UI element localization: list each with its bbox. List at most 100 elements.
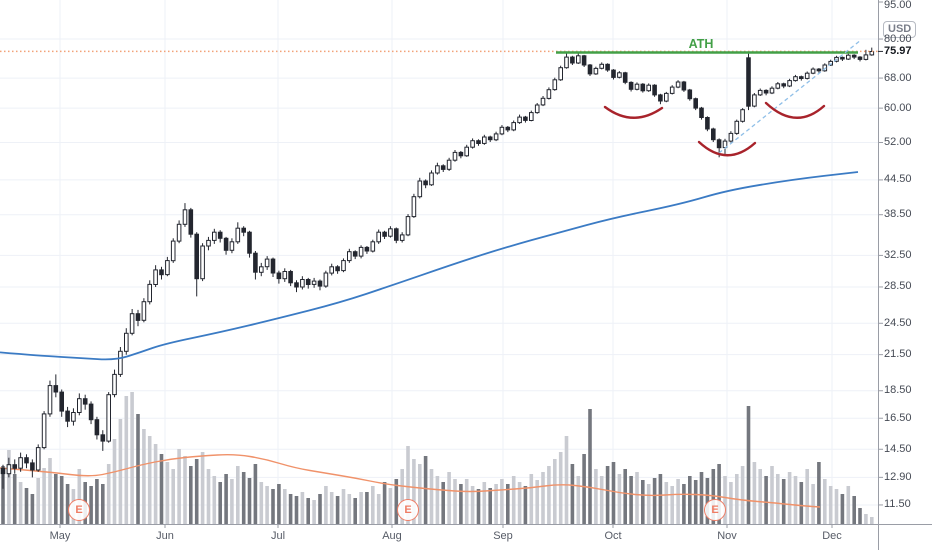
candle-body (863, 54, 869, 60)
price-tick-label: 60.00 (884, 101, 912, 114)
candle-body (423, 180, 428, 186)
candle-body (576, 55, 581, 64)
volume-bar (153, 444, 158, 524)
candle-body (235, 227, 241, 243)
candle-body (352, 251, 358, 257)
volume-bar (611, 462, 616, 524)
candle-body (851, 54, 857, 58)
volume-bar (236, 466, 240, 524)
candle-body (828, 60, 834, 66)
candle-body (335, 266, 340, 272)
volume-bar (488, 488, 492, 524)
volume-bar (511, 476, 516, 524)
volume-bar (658, 474, 663, 524)
candle-body (300, 279, 305, 288)
price-tick-label: 24.50 (884, 316, 912, 329)
volume-bar (582, 454, 586, 524)
volume-bar (277, 484, 281, 524)
candle-body (435, 165, 440, 174)
volume-bar (54, 474, 58, 524)
price-tick-label: 16.50 (884, 411, 912, 424)
candle-body (458, 151, 464, 157)
volume-bar (705, 478, 710, 524)
candle-body (182, 209, 188, 225)
candle-body (540, 97, 546, 106)
price-tick-label: 68.00 (884, 71, 912, 84)
candle-body (769, 87, 775, 94)
volume-bar (200, 452, 205, 524)
volume-bar (418, 464, 422, 524)
candle-body (523, 116, 528, 121)
candle-body (646, 84, 652, 92)
volume-bar (793, 476, 798, 524)
volume-bar (805, 469, 809, 524)
volume-bar (688, 476, 692, 524)
candle-body (394, 228, 399, 241)
candle-body (370, 241, 376, 252)
candle-body (622, 72, 628, 83)
price-tick-label: 11.50 (884, 498, 911, 511)
candle-body (176, 223, 182, 242)
candle-body (282, 271, 288, 280)
volume-bar (382, 482, 387, 524)
volume-bar (30, 494, 35, 524)
volume-bar (142, 429, 146, 524)
candle-body (129, 313, 135, 334)
candle-body (869, 51, 875, 56)
candle-body (71, 412, 76, 422)
price-tick-label: 38.50 (884, 208, 912, 221)
volume-bar (476, 489, 481, 524)
candle-body (388, 228, 393, 237)
volume-bar (858, 508, 862, 524)
candle-body (88, 403, 94, 421)
volume-bar (670, 486, 674, 524)
volume-bar (371, 486, 375, 524)
candle-body (675, 81, 681, 88)
volume-bar (817, 462, 821, 524)
volume-bar (388, 488, 393, 524)
candle-body (212, 231, 217, 241)
price-tick-label: 28.50 (884, 280, 912, 293)
candle-body (534, 104, 540, 114)
price-axis[interactable]: USD 75.97 95.00 80.00 68.00 60.00 52.00 44.50… (878, 0, 932, 550)
candle-body (664, 92, 669, 102)
volume-bar (506, 484, 510, 524)
volume-bar (623, 469, 627, 524)
volume-bar (189, 466, 193, 524)
time-axis[interactable]: May Jun Jul Aug Sep Oct Nov Dec (0, 524, 878, 550)
candle-body (822, 64, 828, 72)
last-price-label: 75.97 (884, 44, 912, 57)
candle-body (611, 69, 616, 78)
month-label-nov: Nov (717, 530, 737, 542)
volume-bar (676, 479, 680, 524)
candle-body (816, 68, 822, 72)
candle-body (593, 67, 599, 75)
volume-bar (406, 446, 410, 524)
candle-body (59, 391, 65, 412)
volume-bar (494, 484, 498, 524)
volume-bar (130, 392, 134, 524)
price-tick-label: 95.00 (884, 0, 912, 11)
candle-body (470, 140, 475, 148)
volume-bar (605, 466, 610, 524)
candle-body (564, 56, 569, 69)
volume-bar (523, 486, 528, 524)
candle-body (241, 227, 246, 233)
volume-bar (641, 480, 645, 524)
price-tick-label: 21.50 (884, 348, 912, 361)
volume-bar (770, 466, 774, 524)
volume-bar (870, 517, 874, 524)
volume-bar (36, 478, 40, 524)
candle-body (47, 385, 53, 415)
volume-bar (840, 494, 845, 524)
volume-ma-line (0, 454, 821, 508)
candle-body (276, 272, 282, 280)
candle-body (376, 231, 381, 243)
volume-bar (335, 496, 340, 524)
candle-body (728, 132, 734, 142)
candle-body (323, 272, 329, 287)
candle-body (552, 79, 558, 91)
volume-bar (265, 486, 269, 524)
